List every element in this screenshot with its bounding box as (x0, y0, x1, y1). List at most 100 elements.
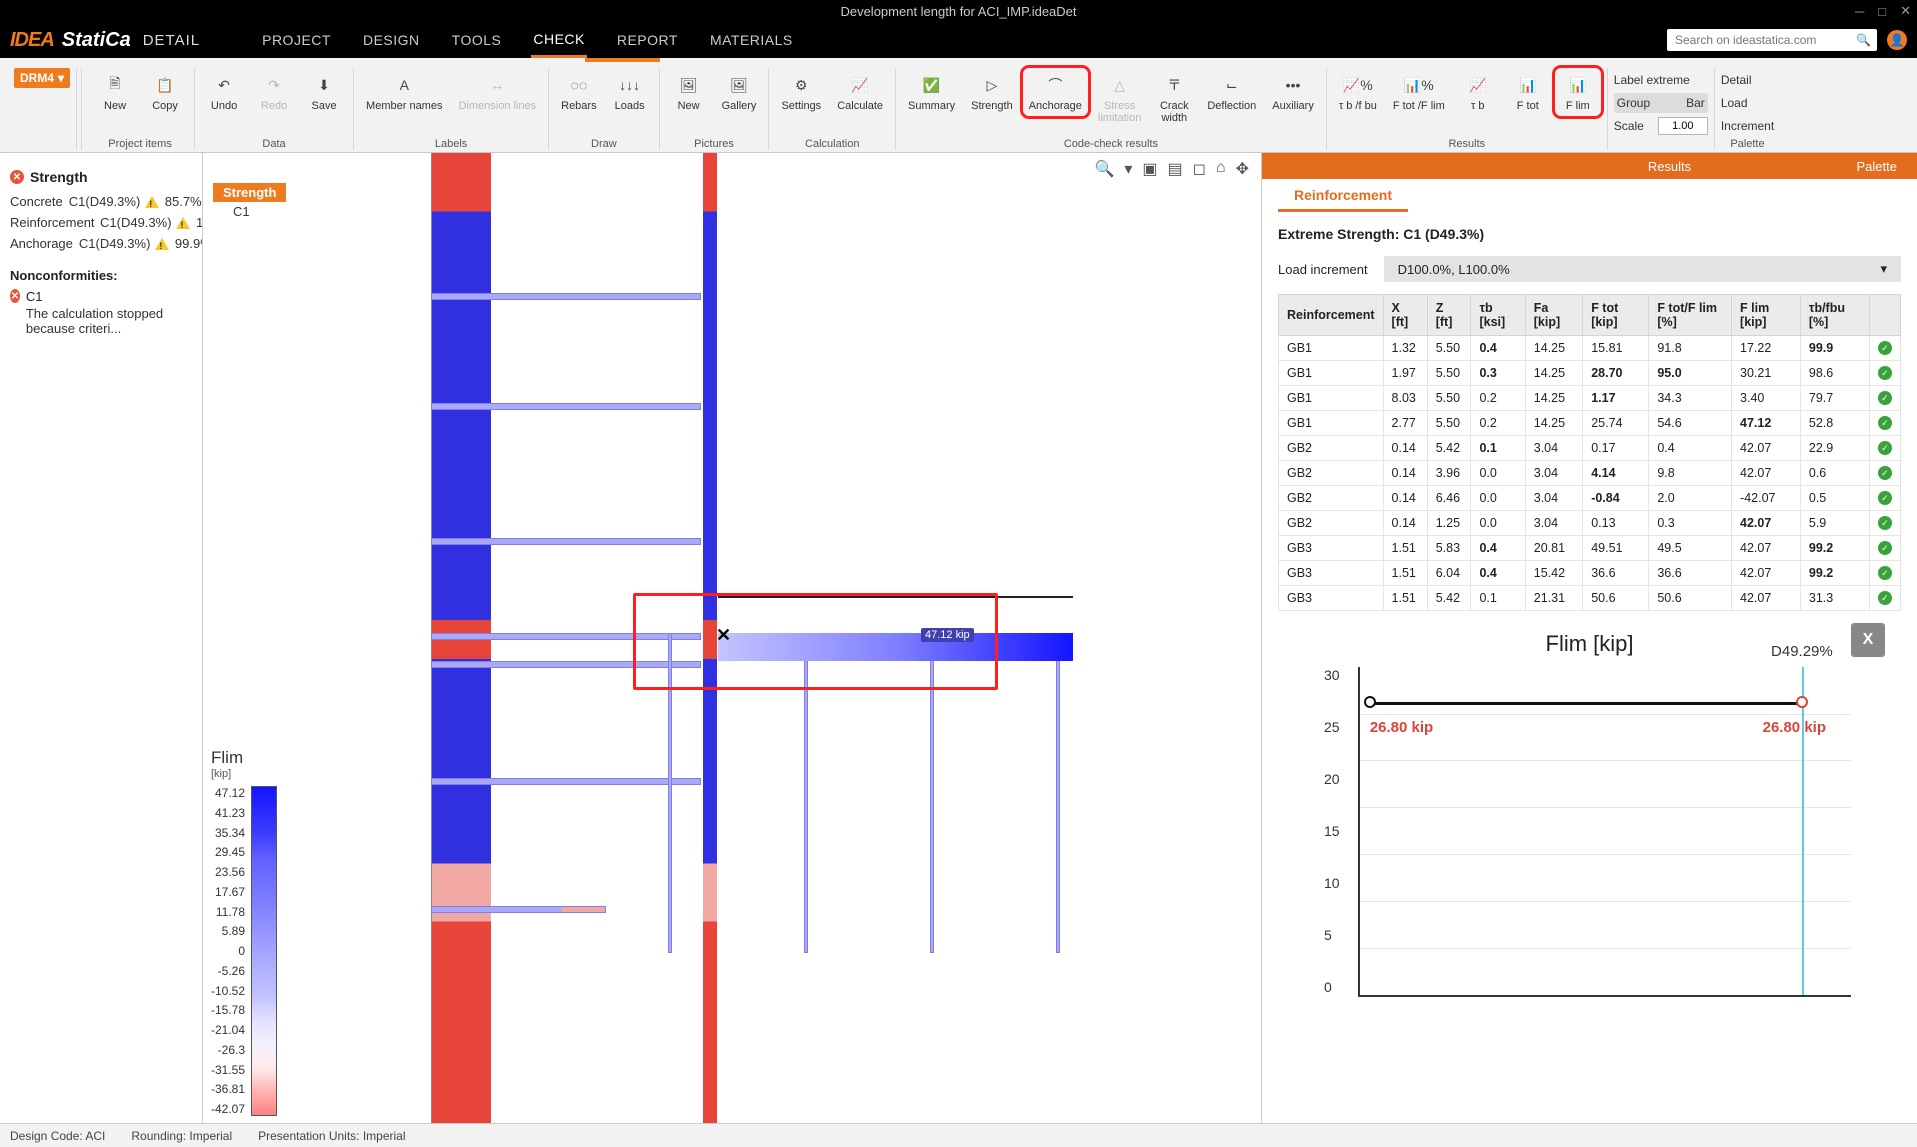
avatar[interactable]: 👤 (1887, 30, 1907, 50)
chart-point-right[interactable] (1796, 696, 1808, 708)
ftot-button[interactable]: 📊 F tot (1505, 68, 1551, 116)
member-names-button[interactable]: A Member names (360, 68, 448, 116)
table-body: GB1 1.32 5.50 0.4 14.25 15.81 91.8 17.22 99.9 ✓ G… (1279, 336, 1901, 611)
ftot-flim-button[interactable]: 📊% F tot /F lim (1387, 68, 1451, 116)
strength-button[interactable]: ▷ Strength (965, 68, 1019, 116)
check-icon: ✓ (1878, 541, 1892, 555)
tab-design[interactable]: DESIGN (361, 22, 422, 58)
window-controls: ─ □ ✕ (1855, 0, 1911, 22)
minimize-button[interactable]: ─ (1855, 4, 1864, 19)
left-row-reinforcement: Reinforcement C1(D49.3%) 100.0% (10, 212, 192, 233)
label-extreme-toggle[interactable]: Label extreme (1614, 70, 1708, 90)
table-row[interactable]: GB2 0.14 1.25 0.0 3.04 0.13 0.3 42.07 5.9 ✓ (1279, 511, 1901, 536)
increment-toggle[interactable]: Increment (1721, 116, 1774, 136)
close-button[interactable]: ✕ (1900, 3, 1911, 19)
table-row[interactable]: GB3 1.51 5.83 0.4 20.81 49.51 49.5 42.07 99.2 ✓ (1279, 536, 1901, 561)
scale-input[interactable] (1658, 117, 1708, 135)
copy-button[interactable]: 📋 Copy (142, 68, 188, 116)
chart-point-left[interactable] (1364, 696, 1376, 708)
calculation-group: ⚙ Settings 📈 Calculate Calculation (769, 68, 896, 150)
tb-fbu-button[interactable]: 📈% τ b /f bu (1333, 68, 1383, 116)
layers-icon[interactable]: ▤ (1168, 159, 1183, 179)
tab-report[interactable]: REPORT (615, 22, 680, 58)
strength-error-icon: ✕ (10, 170, 24, 184)
box-icon[interactable]: ◻ (1193, 159, 1206, 179)
group-toggle[interactable]: Group Bar (1614, 93, 1708, 113)
nonconformity-c1[interactable]: ✕ C1 The calculation stopped because cri… (10, 289, 192, 336)
crack-width-button[interactable]: 〒 Crack width (1151, 68, 1197, 128)
tb-button[interactable]: 📈 τ b (1455, 68, 1501, 116)
gallery-button[interactable]: 🖼 Gallery (716, 68, 763, 116)
member-selector[interactable]: DRM4 ▾ (14, 68, 70, 88)
tab-check[interactable]: CHECK (531, 22, 587, 58)
tree-strength-node[interactable]: Strength (213, 183, 286, 202)
flim-chart-card: X Flim [kip] 30 25 20 15 10 5 0 (1278, 611, 1901, 1007)
table-row[interactable]: GB1 8.03 5.50 0.2 14.25 1.17 34.3 3.40 79.7 ✓ (1279, 386, 1901, 411)
anchorage-button[interactable]: ⌒ Anchorage (1023, 68, 1088, 116)
tab-tools[interactable]: TOOLS (450, 22, 504, 58)
close-chart-button[interactable]: X (1851, 623, 1885, 657)
chart-annotation-pct: D49.29% (1771, 643, 1833, 660)
center-viewport: 🔍 ▾ ▣ ▤ ◻ ⌂ ✥ (203, 153, 1262, 1126)
chart-plot-area[interactable]: 30 25 20 15 10 5 0 (1358, 667, 1851, 997)
chevron-down-icon: ▾ (58, 71, 64, 85)
chevron-down-icon[interactable]: ▾ (1880, 261, 1887, 277)
table-row[interactable]: GB1 2.77 5.50 0.2 14.25 25.74 54.6 47.12 52.8 ✓ (1279, 411, 1901, 436)
table-row[interactable]: GB2 0.14 6.46 0.0 3.04 -0.84 2.0 -42.07 0.5 ✓ (1279, 486, 1901, 511)
label-options-group: Label extreme Group Bar Scale (1608, 68, 1715, 150)
search-icon[interactable]: 🔍 (1856, 33, 1871, 47)
data-group: ↶ Undo ↷ Redo ⬇ Save Data (195, 68, 354, 150)
table-row[interactable]: GB3 1.51 6.04 0.4 15.42 36.6 36.6 42.07 99.2 ✓ (1279, 561, 1901, 586)
fullscreen-icon[interactable]: ✥ (1236, 159, 1249, 179)
table-row[interactable]: GB2 0.14 3.96 0.0 3.04 4.14 9.8 42.07 0.6 ✓ (1279, 461, 1901, 486)
code-check-results-group: ✅ Summary ▷ Strength ⌒ Anchorage △ Stress lim… (896, 68, 1327, 150)
save-button[interactable]: ⬇ Save (301, 68, 347, 116)
check-icon: ✓ (1878, 341, 1892, 355)
tab-materials[interactable]: MATERIALS (708, 22, 795, 58)
table-row[interactable]: GB1 1.32 5.50 0.4 14.25 15.81 91.8 17.22 99.9 ✓ (1279, 336, 1901, 361)
home-icon[interactable]: ⌂ (1216, 159, 1226, 179)
check-icon: ✓ (1878, 466, 1892, 480)
table-row[interactable]: GB2 0.14 5.42 0.1 3.04 0.17 0.4 42.07 22.9 ✓ (1279, 436, 1901, 461)
deflection-button[interactable]: ⌙ Deflection (1201, 68, 1262, 116)
undo-button[interactable]: ↶ Undo (201, 68, 247, 116)
chevron-down-icon[interactable]: ▾ (1124, 159, 1132, 179)
check-icon: ✓ (1878, 566, 1892, 580)
legend-values: 47.12 41.23 35.34 29.45 23.56 17.67 11.7… (211, 786, 251, 1116)
search-box[interactable]: 🔍 (1667, 29, 1877, 51)
rebars-button[interactable]: ◌◌ Rebars (555, 68, 602, 116)
auxiliary-button[interactable]: ••• Auxiliary (1266, 68, 1320, 116)
project-items-group: 🖹 New 📋 Copy Project items (86, 68, 195, 150)
status-presentation-units: Presentation Units: Imperial (258, 1129, 405, 1143)
zoom-icon[interactable]: 🔍 (1094, 159, 1114, 179)
scale-field[interactable]: Scale (1614, 116, 1708, 136)
load-toggle[interactable]: Load (1721, 93, 1774, 113)
tab-project[interactable]: PROJECT (260, 22, 333, 58)
table-row[interactable]: GB1 1.97 5.50 0.3 14.25 28.70 95.0 30.21 98.6 ✓ (1279, 361, 1901, 386)
flim-button[interactable]: 📊 F lim (1555, 68, 1601, 116)
loads-button[interactable]: ↓↓↓ Loads (607, 68, 653, 116)
search-input[interactable] (1673, 32, 1852, 48)
strength-section-title: ✕ Strength (10, 169, 192, 185)
settings-button[interactable]: ⚙ Settings (775, 68, 827, 116)
summary-button[interactable]: ✅ Summary (902, 68, 961, 116)
detail-toggle[interactable]: Detail (1721, 70, 1774, 90)
tab-reinforcement[interactable]: Reinforcement (1278, 179, 1408, 212)
window-title: Development length for ACI_IMP.ideaDet (840, 4, 1076, 19)
ribbon-toolbar: DRM4 ▾ 🖹 New 📋 Copy Project items ↶ Undo ↷ Re… (0, 58, 1917, 153)
table-row[interactable]: GB3 1.51 5.42 0.1 21.31 50.6 50.6 42.07 31.3 ✓ (1279, 586, 1901, 611)
new-picture-button[interactable]: 🖼 New (666, 68, 712, 116)
right-results-panel: Results Palette Reinforcement Extreme St… (1262, 153, 1917, 1126)
ribbon-content: DRM4 ▾ 🖹 New 📋 Copy Project items ↶ Undo ↷ Re… (0, 62, 1917, 152)
palette-group: Detail Load Increment Palette (1715, 68, 1780, 150)
tree-c1-node[interactable]: C1 (213, 202, 286, 221)
calculate-button[interactable]: 📈 Calculate (831, 68, 889, 116)
load-increment-dropdown[interactable]: D100.0%, L100.0% ▾ (1384, 256, 1901, 282)
warning-icon (176, 217, 190, 229)
new-button[interactable]: 🖹 New (92, 68, 138, 116)
stress-limitation-button: △ Stress limitation (1092, 68, 1147, 128)
maximize-button[interactable]: □ (1878, 4, 1886, 19)
cube-view-icon[interactable]: ▣ (1142, 159, 1157, 179)
reinforcement-results-table[interactable]: Reinforcement X [ft] Z [ft] τb [ksi] Fa … (1278, 294, 1901, 611)
extreme-strength-title: Extreme Strength: C1 (D49.3%) (1278, 226, 1901, 242)
